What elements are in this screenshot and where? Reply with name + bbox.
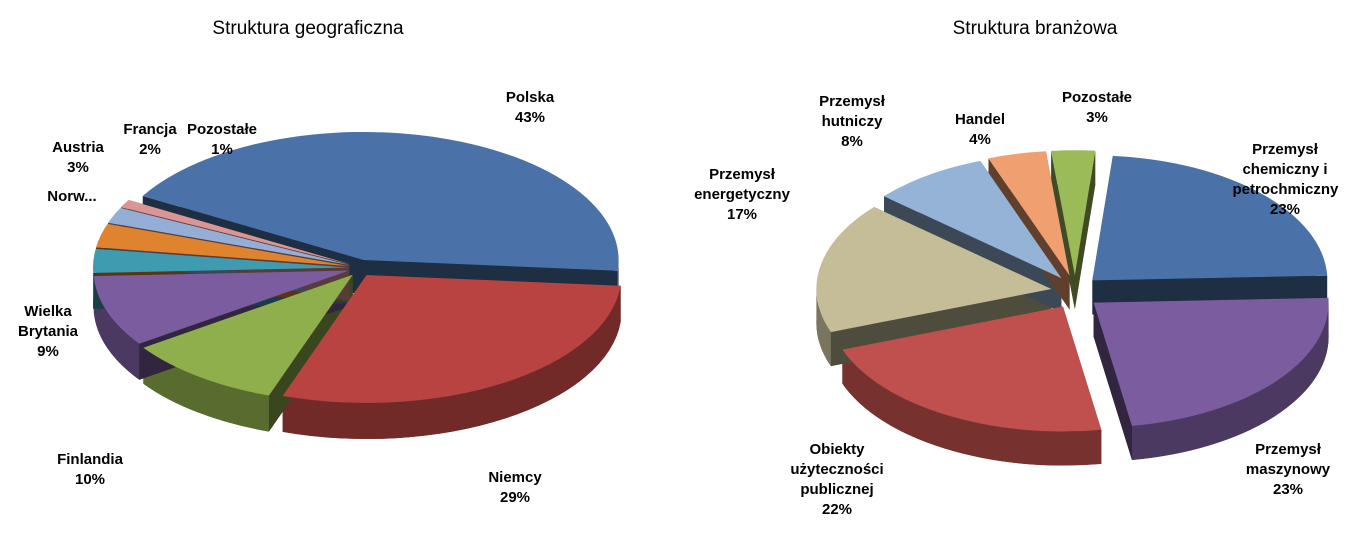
data-label: Wielka Brytania 9% (3, 302, 93, 362)
value-label: 2% (139, 141, 161, 158)
value-label: 43% (514, 109, 546, 126)
category-label: Austria (52, 139, 104, 156)
value-label: 17% (726, 206, 758, 223)
slice (816, 206, 1052, 333)
value-label: 9% (37, 343, 59, 360)
category-label: Norw... (47, 188, 97, 205)
data-label: Pozostałe 1% (172, 120, 272, 160)
data-label: Polska 43% (485, 88, 575, 128)
data-label: Przemysł hutniczy 8% (802, 92, 902, 152)
category-label: Polska (505, 89, 555, 106)
slice-rim (1131, 302, 1329, 460)
value-label: 1% (211, 141, 233, 158)
category-label: Pozostałe (1061, 89, 1133, 106)
data-label: Norw... (27, 187, 117, 207)
category-label: Finlandia (57, 451, 123, 468)
slice (1051, 150, 1096, 276)
slice (1092, 155, 1328, 281)
value-label: 8% (841, 133, 863, 150)
category-label: Przemysł maszynowy (1245, 441, 1331, 478)
slice (842, 306, 1102, 432)
slice-rim (93, 276, 140, 380)
slice (143, 274, 353, 396)
category-label: Niemcy (488, 469, 542, 486)
category-label: Przemysł hutniczy (819, 93, 885, 130)
data-label: Przemysł chemiczny i petrochmiczny 23% (1232, 140, 1339, 220)
category-label: Przemysł chemiczny i petrochmiczny (1232, 141, 1339, 198)
slice-rim (842, 349, 1102, 466)
slice (1093, 297, 1329, 426)
value-label: 3% (67, 159, 89, 176)
value-label: 29% (499, 489, 531, 506)
category-label: Przemysł energetyczny (694, 166, 790, 203)
slice-rim (816, 288, 831, 367)
category-label: Francja (123, 121, 177, 138)
slice (121, 200, 350, 265)
data-label: Austria 3% (43, 138, 113, 178)
slice-rim (143, 347, 269, 432)
slice-wall (1051, 150, 1075, 310)
slice (93, 248, 349, 273)
value-label: 3% (1086, 109, 1108, 126)
slice (142, 131, 619, 271)
slice (108, 207, 349, 265)
data-label: Finlandia 10% (35, 450, 145, 490)
data-label: Francja 2% (115, 120, 185, 160)
slice-rim (282, 285, 621, 440)
data-label: Pozostałe 3% (1052, 88, 1142, 128)
value-label: 10% (74, 471, 106, 488)
slice (884, 160, 1062, 279)
value-label: 4% (969, 131, 991, 148)
slice-wall (1074, 150, 1096, 310)
category-label: Obiekty użyteczności publicznej (790, 441, 884, 498)
value-label: 23% (1272, 481, 1304, 498)
chart-title: Struktura geograficzna (212, 18, 404, 39)
data-label: Niemcy 29% (470, 468, 560, 508)
category-label: Wielka Brytania (17, 303, 79, 340)
slice (93, 270, 349, 344)
category-label: Pozostałe (186, 121, 258, 138)
value-label: 22% (821, 501, 853, 518)
data-label: Przemysł energetyczny 17% (682, 165, 802, 225)
slice-wall (1093, 302, 1132, 460)
data-label: Przemysł maszynowy 23% (1238, 440, 1338, 500)
slice (96, 223, 349, 266)
category-label: Handel (954, 111, 1005, 128)
slice (988, 151, 1070, 276)
data-label: Obiekty użyteczności publicznej 22% (777, 440, 897, 520)
value-label: 23% (1269, 201, 1301, 218)
chart-title: Struktura branżowa (952, 18, 1118, 39)
data-label: Handel 4% (940, 110, 1020, 150)
slice (282, 275, 621, 404)
